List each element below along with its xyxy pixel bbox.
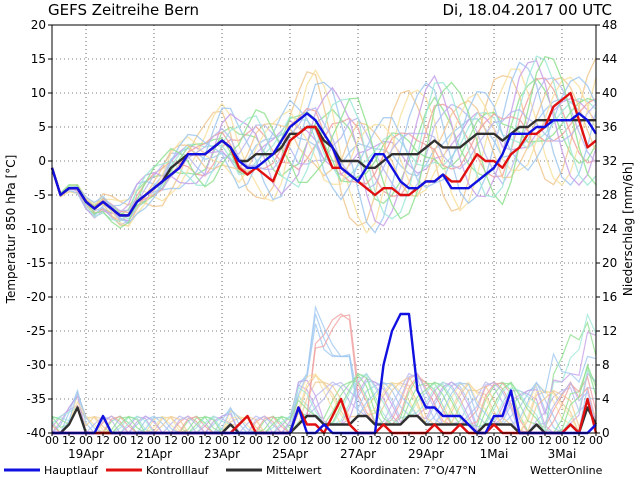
- x-date-label: 25Apr: [272, 447, 308, 461]
- x-hour-label: 00: [215, 434, 229, 447]
- x-hour-label: 12: [300, 434, 314, 447]
- y-left-tick-label: -35: [26, 392, 46, 406]
- x-hour-label: 12: [538, 434, 552, 447]
- ensemble-member-temperature: [51, 76, 597, 225]
- y-left-tick-label: -40: [26, 426, 46, 440]
- x-hour-label: 12: [198, 434, 212, 447]
- x-hour-label: 12: [470, 434, 484, 447]
- y-left-tick-label: -15: [26, 256, 46, 270]
- y-right-tick-label: 12: [602, 324, 617, 338]
- x-hour-label: 12: [572, 434, 586, 447]
- y-left-tick-label: 15: [31, 52, 46, 66]
- y-right-tick-label: 16: [602, 290, 617, 304]
- x-hour-label: 12: [368, 434, 382, 447]
- x-hour-label: 00: [147, 434, 161, 447]
- ensemble-member-temperature: [51, 97, 597, 217]
- x-hour-label: 12: [96, 434, 110, 447]
- y-right-tick-label: 20: [602, 256, 617, 270]
- y-right-tick-label: 32: [602, 154, 617, 168]
- x-hour-label: 12: [164, 434, 178, 447]
- y-left-tick-label: 5: [38, 120, 46, 134]
- y-left-tick-label: -20: [26, 290, 46, 304]
- y-left-label: Temperatur 850 hPa [°C]: [4, 155, 18, 305]
- x-hour-label: 12: [436, 434, 450, 447]
- x-hour-label: 12: [232, 434, 246, 447]
- y-right-tick-label: 48: [602, 18, 617, 32]
- series-hauptlauf: [50, 112, 598, 217]
- y-left-tick-label: 20: [31, 18, 46, 32]
- x-date-label: 23Apr: [204, 447, 240, 461]
- ensemble-members: [51, 55, 597, 435]
- x-hour-label: 00: [521, 434, 535, 447]
- y-right-tick-label: 36: [602, 120, 617, 134]
- x-axis: 00 12 00 12 00 12 00 12 00 12 00 12 00 12 00 12 00 12 00 12…: [45, 433, 603, 461]
- ensemble-member-precip: [52, 313, 597, 435]
- y-right-tick-label: 4: [602, 392, 610, 406]
- legend: Hauptlauf Kontrolllauf Mittelwert Koordi…: [4, 464, 603, 477]
- x-hour-label: 00: [45, 434, 59, 447]
- x-date-label: 27Apr: [340, 447, 376, 461]
- y-left-tick-label: -5: [34, 188, 46, 202]
- x-date-label: 3Mai: [548, 447, 577, 461]
- ensemble-member-precip: [52, 313, 597, 434]
- coordinates-text: Koordinaten: 7°O/47°N: [350, 464, 476, 477]
- x-hour-label: 00: [555, 434, 569, 447]
- y-right-label: Niederschlag [mm/6h]: [621, 162, 635, 296]
- x-date-label: 21Apr: [136, 447, 172, 461]
- x-hour-label: 00: [249, 434, 263, 447]
- legend-label-mittelwert: Mittelwert: [266, 464, 322, 477]
- x-hour-label: 00: [385, 434, 399, 447]
- chart-title: GEFS Zeitreihe Bern: [48, 1, 199, 19]
- x-hour-label: 00: [317, 434, 331, 447]
- x-hour-label: 00: [351, 434, 365, 447]
- ensemble-member-temperature: [51, 68, 597, 234]
- ensemble-member-temperature: [51, 97, 597, 220]
- x-hour-label: 00: [487, 434, 501, 447]
- brand-text: WetterOnline: [530, 464, 603, 477]
- x-hour-label: 12: [402, 434, 416, 447]
- y-left-tick-label: 0: [38, 154, 46, 168]
- x-date-label: 1Mai: [480, 447, 509, 461]
- y-right-tick-label: 24: [602, 222, 617, 236]
- x-hour-label: 00: [113, 434, 127, 447]
- ensemble-member-temperature: [51, 61, 597, 234]
- x-hour-label: 00: [79, 434, 93, 447]
- y-left-tick-label: -10: [26, 222, 46, 236]
- x-hour-label: 12: [130, 434, 144, 447]
- legend-label-hauptlauf: Hauptlauf: [44, 464, 99, 477]
- y-right-tick-label: 28: [602, 188, 617, 202]
- x-hour-label: 12: [62, 434, 76, 447]
- ensemble-member-temperature: [51, 55, 597, 229]
- y-right-tick-label: 44: [602, 52, 617, 66]
- x-hour-label: 00: [589, 434, 603, 447]
- y-right-tick-label: 40: [602, 86, 617, 100]
- left-axis: 20 15 10 5 0 -5 -10 -15 -20 -25 -30 -35 -40: [26, 18, 52, 440]
- x-hour-label: 00: [283, 434, 297, 447]
- y-left-tick-label: 10: [31, 86, 46, 100]
- x-hour-label: 00: [419, 434, 433, 447]
- ensemble-member-precip: [51, 331, 597, 434]
- y-left-tick-label: -30: [26, 358, 46, 372]
- x-date-label: 29Apr: [408, 447, 444, 461]
- legend-label-kontrolllauf: Kontrolllauf: [146, 464, 210, 477]
- x-hour-label: 00: [181, 434, 195, 447]
- x-hour-label: 12: [334, 434, 348, 447]
- y-right-tick-label: 0: [602, 426, 610, 440]
- x-hour-label: 12: [266, 434, 280, 447]
- chart-date: Di, 18.04.2017 00 UTC: [443, 1, 613, 19]
- y-left-tick-label: -25: [26, 324, 46, 338]
- y-right-tick-label: 8: [602, 358, 610, 372]
- x-date-label: 19Apr: [68, 447, 104, 461]
- ensemble-member-temperature: [51, 55, 597, 223]
- x-hour-label: 12: [504, 434, 518, 447]
- x-hour-label: 00: [453, 434, 467, 447]
